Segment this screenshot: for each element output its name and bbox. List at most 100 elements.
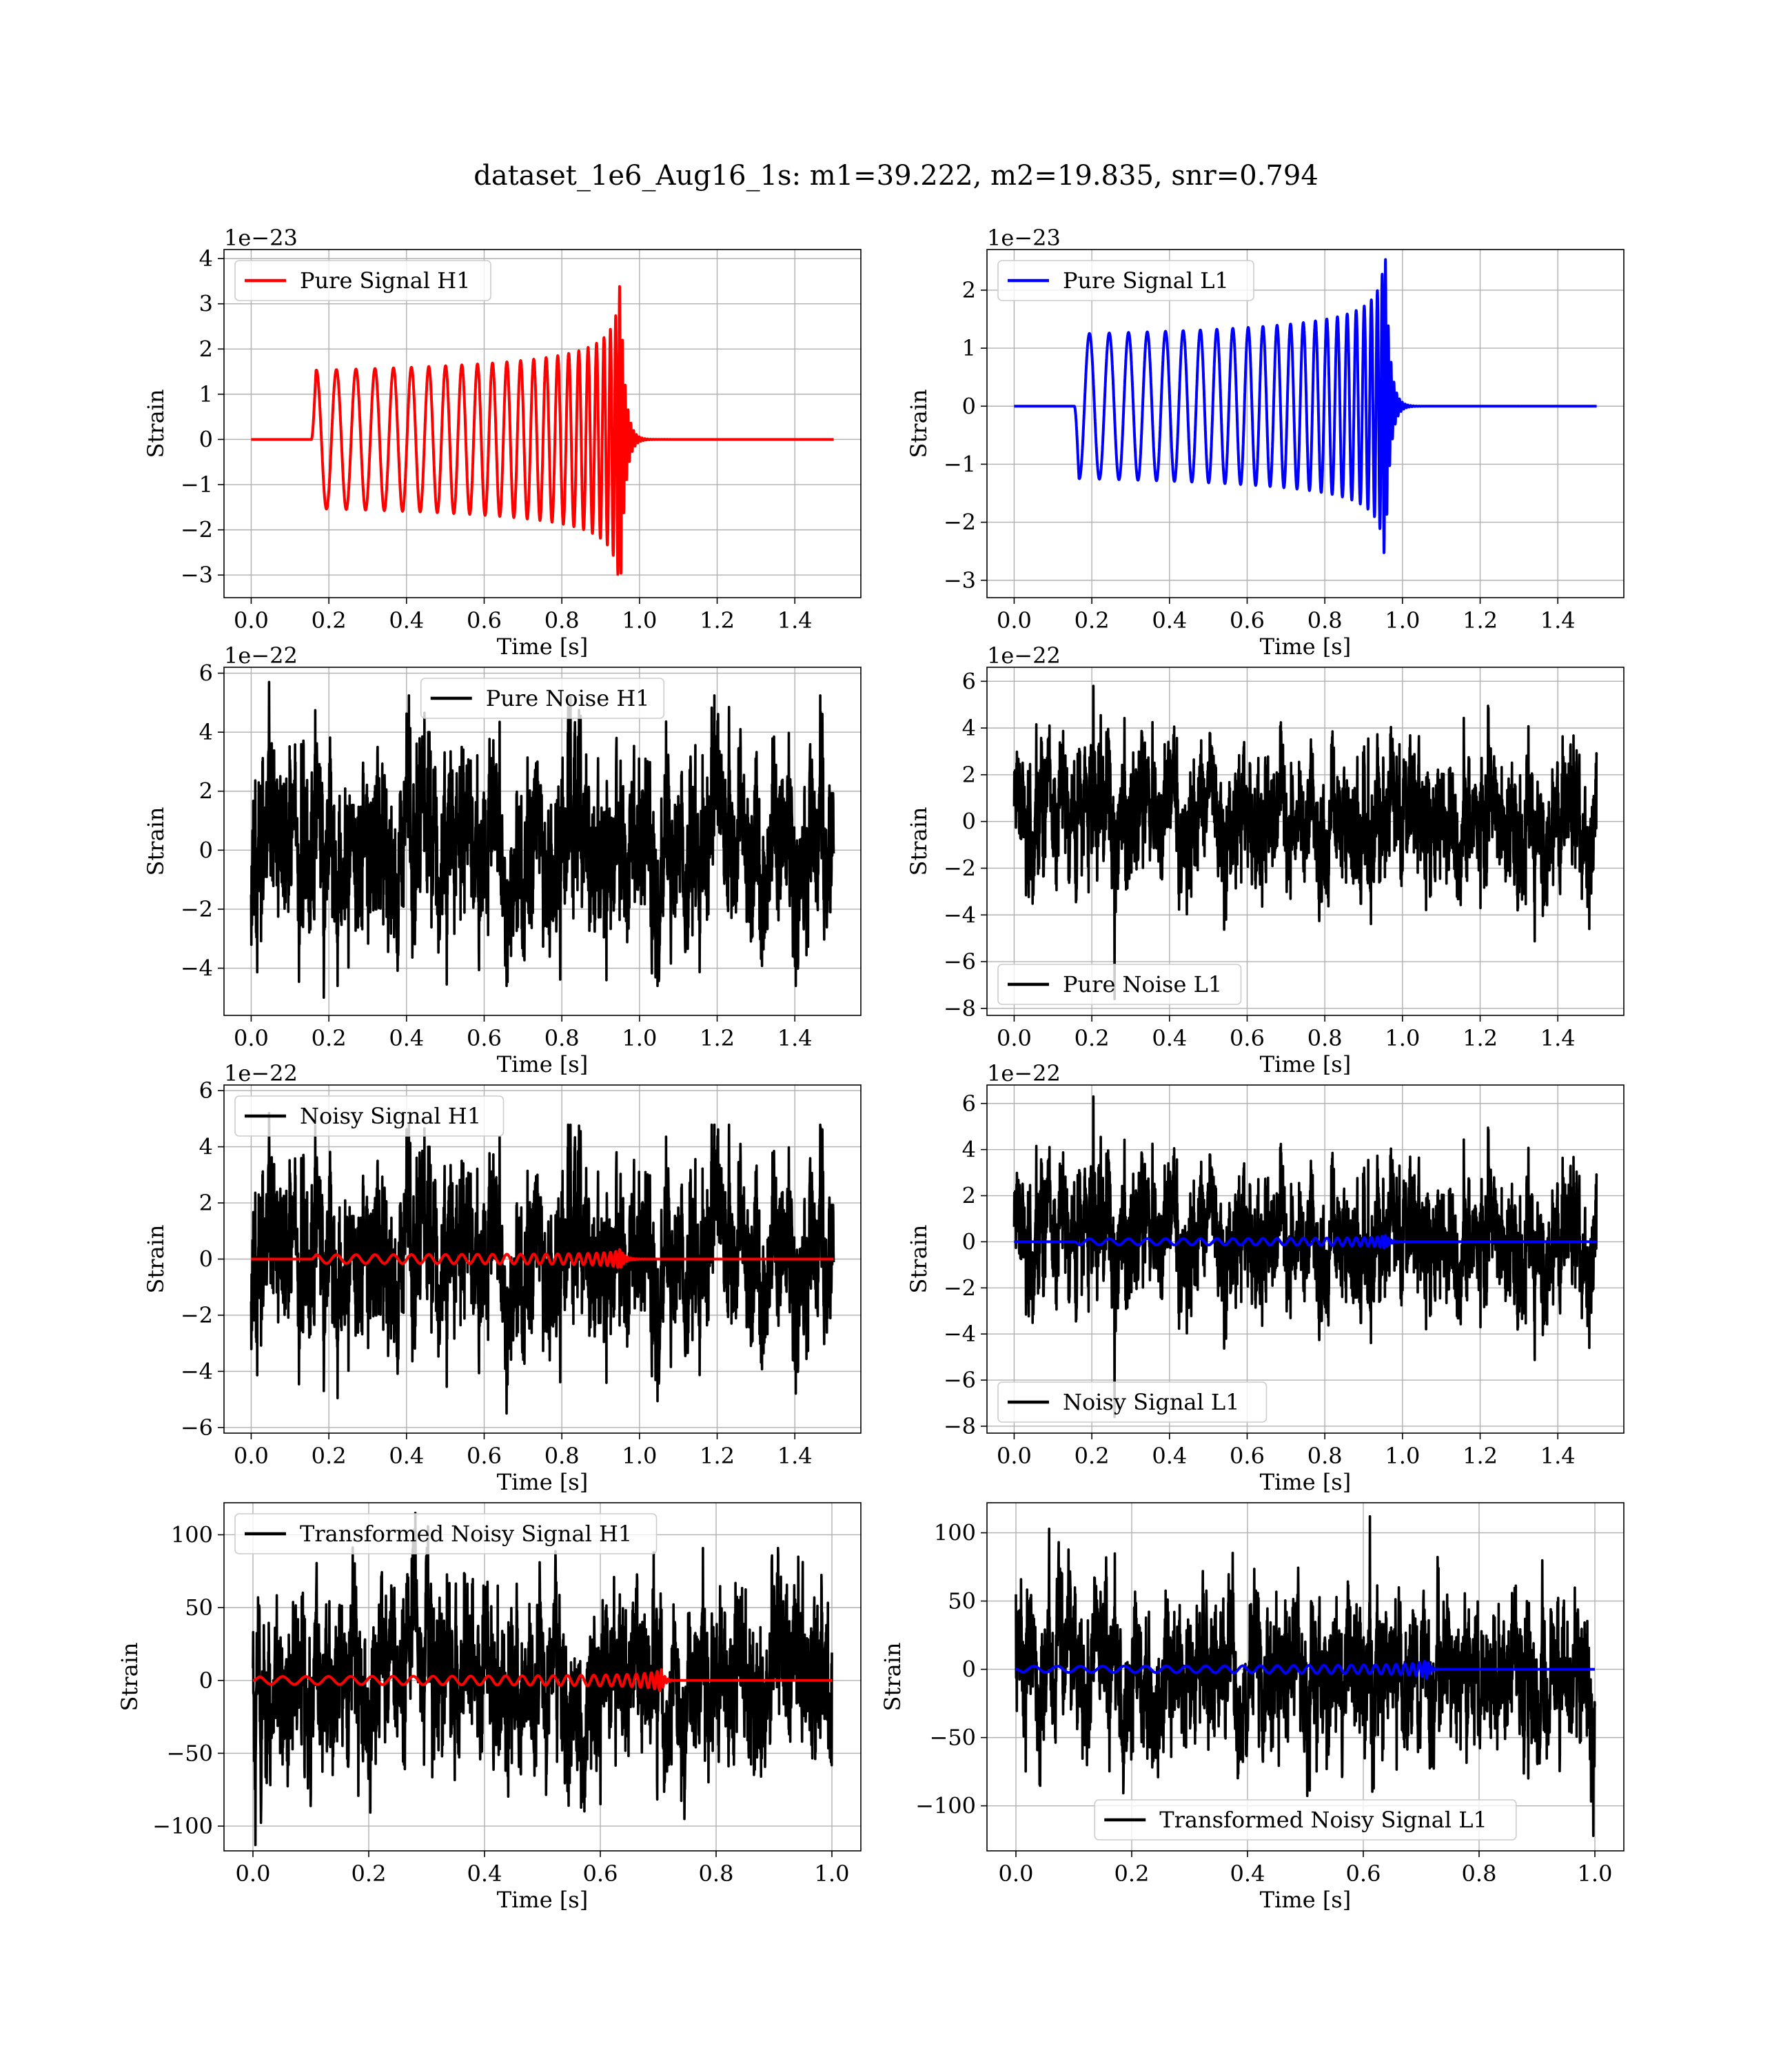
series-line-0 bbox=[1012, 685, 1598, 1001]
series-line-0 bbox=[1015, 1515, 1596, 1837]
y-tick-label: 1 bbox=[199, 381, 213, 407]
subplot-grid: 0.0 0.2 0.4 0.6 0.8 1.0 1.2 1.4 −3 −2 −1 0 1 2 3 4 Time … bbox=[116, 225, 1625, 1913]
legend: Pure Signal L1 bbox=[997, 260, 1254, 301]
legend-label: Transformed Noisy Signal L1 bbox=[1159, 1807, 1487, 1833]
y-tick-label: −2 bbox=[181, 896, 213, 922]
y-tick-label: 6 bbox=[962, 668, 976, 694]
x-tick-label: 0.2 bbox=[1075, 607, 1110, 633]
y-axis-label: Strain bbox=[879, 1643, 906, 1712]
legend-label: Noisy Signal L1 bbox=[1063, 1389, 1240, 1415]
x-tick-label: 0.8 bbox=[544, 1443, 580, 1469]
y-tick-label: 0 bbox=[199, 1246, 213, 1273]
x-tick-label: 1.0 bbox=[815, 1861, 850, 1887]
x-tick-label: 1.2 bbox=[1463, 1025, 1498, 1051]
legend-label: Pure Noise L1 bbox=[1063, 971, 1222, 997]
x-tick-label: 0.6 bbox=[467, 1443, 502, 1469]
y-tick-label: 0 bbox=[962, 1656, 976, 1683]
series-group bbox=[1015, 1515, 1596, 1837]
y-tick-label: −4 bbox=[181, 955, 213, 982]
y-axis-label: Strain bbox=[906, 1225, 932, 1294]
x-tick-label: 1.4 bbox=[1540, 607, 1576, 633]
y-tick-label: 0 bbox=[962, 809, 976, 835]
y-tick-label: 100 bbox=[934, 1520, 976, 1546]
x-tick-label: 0.6 bbox=[1230, 1025, 1265, 1051]
x-tick-label: 0.4 bbox=[389, 1443, 424, 1469]
y-tick-label: 2 bbox=[199, 336, 213, 362]
x-tick-label: 0.0 bbox=[234, 1025, 269, 1051]
y-tick-label: 2 bbox=[962, 1183, 976, 1209]
gridlines bbox=[987, 250, 1624, 598]
legend: Pure Signal H1 bbox=[234, 260, 491, 301]
subplot-pure-noise-l1: 0.0 0.2 0.4 0.6 0.8 1.0 1.2 1.4 −8 −6 −4 −2 0 2 4 6 Time… bbox=[906, 642, 1625, 1077]
axis-offset-text: 1e−22 bbox=[987, 1060, 1061, 1086]
y-tick-label: 6 bbox=[199, 1077, 213, 1104]
series-group bbox=[1012, 258, 1598, 554]
y-tick-label: 100 bbox=[171, 1521, 213, 1548]
x-tick-label: 0.6 bbox=[583, 1861, 618, 1887]
y-tick-label: −6 bbox=[944, 949, 976, 975]
x-tick-label: 0.8 bbox=[544, 1025, 580, 1051]
x-tick-label: 1.0 bbox=[622, 1443, 657, 1469]
legend-box bbox=[997, 964, 1242, 1005]
x-tick-label: 0.4 bbox=[1152, 607, 1187, 633]
x-tick-label: 1.4 bbox=[1540, 1443, 1576, 1469]
x-tick-label: 0.0 bbox=[997, 1443, 1032, 1469]
y-tick-label: −50 bbox=[166, 1740, 213, 1766]
y-tick-label: 0 bbox=[962, 393, 976, 419]
axes-frame bbox=[986, 1084, 1625, 1434]
y-tick-label: −1 bbox=[944, 451, 976, 477]
x-tick-label: 0.8 bbox=[1307, 1025, 1343, 1051]
x-tick-label: 0.0 bbox=[234, 607, 269, 633]
y-tick-label: 6 bbox=[199, 660, 213, 687]
y-tick-label: 4 bbox=[199, 719, 213, 745]
legend: Noisy Signal L1 bbox=[997, 1381, 1267, 1423]
series-line-0 bbox=[250, 680, 835, 1000]
axis-offset-text: 1e−23 bbox=[224, 225, 298, 251]
y-axis-label: Strain bbox=[906, 389, 932, 458]
x-tick-label: 1.4 bbox=[777, 607, 813, 633]
legend: Pure Noise L1 bbox=[997, 964, 1242, 1005]
x-tick-label: 1.2 bbox=[700, 607, 735, 633]
subplot-pure-signal-l1: 0.0 0.2 0.4 0.6 0.8 1.0 1.2 1.4 −3 −2 −1 0 1 2 Time [s… bbox=[906, 225, 1625, 660]
x-tick-label: 0.4 bbox=[1230, 1861, 1265, 1887]
series-line-0 bbox=[1012, 1095, 1598, 1419]
y-tick-label: −2 bbox=[944, 509, 976, 536]
x-tick-label: 1.4 bbox=[1540, 1025, 1576, 1051]
series-group bbox=[1012, 1095, 1598, 1419]
y-tick-label: 50 bbox=[185, 1594, 213, 1621]
x-tick-label: 0.2 bbox=[312, 1443, 347, 1469]
x-tick-label: 1.2 bbox=[1463, 1443, 1498, 1469]
x-tick-label: 1.4 bbox=[777, 1025, 813, 1051]
x-tick-label: 0.6 bbox=[467, 607, 502, 633]
y-tick-label: 0 bbox=[199, 426, 213, 452]
y-tick-label: 4 bbox=[962, 715, 976, 741]
legend-label: Pure Signal H1 bbox=[300, 267, 471, 294]
x-tick-label: 1.2 bbox=[700, 1443, 735, 1469]
y-tick-label: 2 bbox=[199, 1190, 213, 1216]
legend-label: Noisy Signal H1 bbox=[300, 1103, 481, 1129]
axes-frame bbox=[986, 667, 1625, 1016]
subplot-pure-noise-h1: 0.0 0.2 0.4 0.6 0.8 1.0 1.2 1.4 −4 −2 0 2 4 6 Time [s]… bbox=[143, 642, 862, 1077]
y-axis-label: Strain bbox=[116, 1643, 143, 1712]
y-tick-label: 2 bbox=[962, 277, 976, 303]
series-line-1 bbox=[252, 1668, 833, 1692]
y-tick-label: −1 bbox=[181, 472, 213, 498]
x-tick-label: 1.0 bbox=[1385, 1443, 1420, 1469]
x-tick-label: 0.6 bbox=[1230, 607, 1265, 633]
x-axis-label: Time [s] bbox=[497, 1469, 588, 1495]
legend-box bbox=[234, 260, 491, 301]
subplot-transformed-noisy-signal-h1: 0.0 0.2 0.4 0.6 0.8 1.0 −100 −50 0 50 100 Time [s] S… bbox=[116, 1502, 862, 1913]
x-tick-label: 0.2 bbox=[312, 1025, 347, 1051]
series-line-1 bbox=[250, 1248, 835, 1269]
subplot-noisy-signal-l1: 0.0 0.2 0.4 0.6 0.8 1.0 1.2 1.4 −8 −6 −4 −2 0 2 4 6 Time… bbox=[906, 1060, 1625, 1495]
legend: Transformed Noisy Signal L1 bbox=[1094, 1799, 1517, 1841]
x-tick-label: 0.0 bbox=[234, 1443, 269, 1469]
x-tick-label: 1.0 bbox=[1578, 1861, 1613, 1887]
y-tick-label: 50 bbox=[948, 1588, 976, 1614]
x-tick-label: 0.2 bbox=[1114, 1861, 1150, 1887]
y-axis-label: Strain bbox=[143, 1225, 169, 1294]
legend-label: Pure Noise H1 bbox=[486, 685, 650, 711]
y-tick-label: 0 bbox=[962, 1228, 976, 1255]
x-axis-label: Time [s] bbox=[497, 1887, 588, 1913]
x-tick-label: 0.0 bbox=[997, 607, 1032, 633]
